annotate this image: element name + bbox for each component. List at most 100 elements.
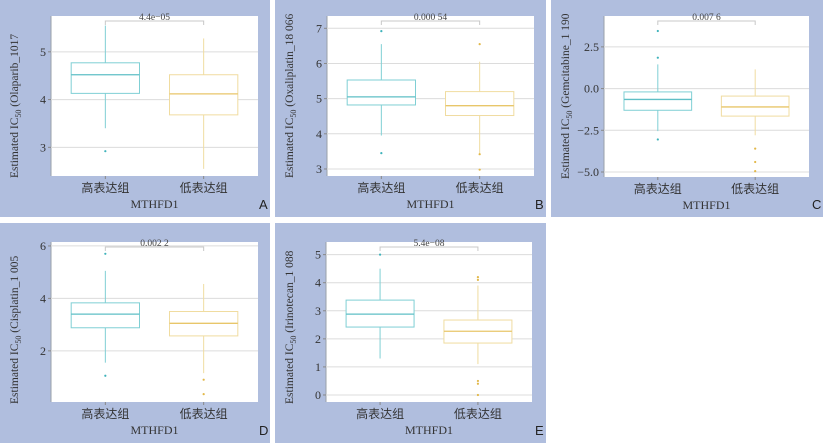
y-axis-title: Estimated IC50 (Gemcitabine_1 190 — [560, 13, 574, 179]
y-tick-label: 1 — [315, 360, 321, 374]
iqr-box — [346, 79, 416, 106]
y-axis-title-prefix: Estimated IC — [284, 117, 296, 178]
y-tick-label: 4 — [315, 276, 321, 290]
boxplot-chart-a: 3 4 5 高表达组 低表达组 4.4e−05 MTHFD1 Estimated IC50 (… — [9, 13, 268, 212]
panel-d: 2 4 6 高表达组 低表达组 0.002 2 MTHFD1 Estimated IC50 (… — [0, 223, 270, 443]
y-axis-title-subscript: 50 — [289, 110, 298, 118]
outlier-point — [476, 379, 480, 383]
y-tick-label: 3 — [315, 304, 321, 318]
outlier-point — [754, 170, 757, 173]
y-axis-title: Estimated IC50 (Oxaliplatin_18 066 — [284, 14, 298, 178]
iqr-box — [169, 74, 239, 116]
boxplot-chart-d: 2 4 6 高表达组 低表达组 0.002 2 MTHFD1 Estimated IC50 (… — [9, 239, 268, 438]
iqr-box — [445, 91, 515, 117]
significance-bracket — [380, 20, 481, 25]
y-tick-label: 0.0 — [584, 82, 599, 96]
y-axis-title-suffix: (Gemcitabine_1 190 — [560, 13, 572, 110]
y-tick-label: 3 — [316, 162, 322, 176]
outlier-point — [656, 29, 659, 33]
y-tick-label: 3 — [40, 140, 46, 154]
iqr-box — [720, 95, 790, 117]
y-tick-label: −5.0 — [577, 165, 599, 179]
y-tick-label: 5 — [316, 92, 322, 106]
box-high — [70, 25, 140, 153]
outlier-point — [754, 147, 757, 150]
x-tick-label: 高表达组 — [356, 406, 404, 421]
x-tick-label: 高表达组 — [357, 180, 405, 195]
panel-letter: D — [259, 423, 268, 438]
y-tick-label: 0 — [315, 388, 321, 402]
y-axis-title-prefix: Estimated IC — [9, 343, 21, 404]
y-axis-title-subscript: 50 — [289, 336, 298, 344]
panel-a: 3 4 5 高表达组 低表达组 4.4e−05 MTHFD1 Estimated IC50 (… — [0, 0, 270, 217]
outlier-point — [380, 30, 383, 33]
outlier-point — [476, 382, 480, 385]
x-axis-title: MTHFD1 — [405, 423, 453, 437]
outlier-point — [478, 168, 481, 171]
outlier-point — [380, 152, 383, 155]
significance-bracket — [104, 246, 205, 251]
y-axis-title-subscript: 50 — [14, 336, 23, 344]
panel-letter: A — [259, 197, 268, 212]
x-axis-title: MTHFD1 — [130, 423, 178, 437]
x-axis-title: MTHFD1 — [406, 197, 454, 211]
box-low — [445, 43, 515, 171]
y-tick-label: 4 — [40, 291, 46, 305]
y-axis-title: Estimated IC50 (Olaparib_1017 — [9, 34, 23, 178]
box-low — [169, 283, 239, 396]
outlier-point — [656, 138, 659, 141]
boxplot-chart-c: −5.0 −2.5 0.0 2.5 高表达组 低表达组 0.007 6 MTHFD1 Estim… — [560, 13, 821, 212]
y-tick-label: 2.5 — [584, 40, 599, 54]
outlier-point — [476, 278, 480, 281]
panel-letter: C — [812, 197, 821, 212]
panel-b: 3 4 5 6 7 高表达组 低表达组 0.000 54 MTHFD1 Estimated IC5… — [275, 0, 546, 217]
box-high — [345, 253, 415, 359]
x-tick-label: 低表达组 — [180, 181, 228, 195]
panel-letter: B — [535, 197, 544, 212]
outlier-point — [104, 150, 107, 153]
y-axis-title: Estimated IC50 (Irinotecan_1 088 — [284, 250, 298, 404]
p-value-label: 0.007 6 — [692, 13, 721, 23]
iqr-box — [623, 91, 693, 111]
significance-bracket — [104, 20, 205, 25]
iqr-box — [70, 62, 140, 94]
y-axis-title-suffix: (Oxaliplatin_18 066 — [284, 14, 296, 110]
iqr-box — [70, 302, 140, 329]
p-value-label: 0.000 54 — [414, 13, 448, 23]
x-tick-label: 低表达组 — [454, 407, 502, 421]
outlier-point — [378, 253, 382, 256]
y-tick-label: 7 — [316, 21, 322, 35]
y-axis-title: Estimated IC50 (Cisplatin_1 005 — [9, 256, 23, 404]
outlier-point — [476, 275, 480, 279]
boxplot-chart-e: 0 1 2 3 4 5 高表达组 低表达组 5.4e−08 MTHFD1 Estimated IC5… — [284, 239, 544, 438]
y-tick-label: 2 — [40, 344, 46, 358]
x-tick-label: 低表达组 — [180, 407, 228, 421]
outlier-point — [202, 393, 205, 396]
y-tick-label: 4 — [40, 93, 46, 107]
box-high — [346, 30, 416, 155]
p-value-label: 0.002 2 — [140, 239, 169, 249]
x-tick-label: 高表达组 — [81, 180, 129, 195]
x-tick-label: 高表达组 — [81, 406, 129, 421]
box-high — [623, 29, 693, 141]
panel-letter: E — [535, 423, 544, 438]
y-axis-title-subscript: 50 — [14, 110, 23, 118]
y-axis-title-suffix: (Cisplatin_1 005 — [9, 256, 21, 336]
y-tick-label: −2.5 — [577, 123, 599, 137]
y-tick-label: 4 — [316, 127, 322, 141]
y-axis-title-suffix: (Irinotecan_1 088 — [284, 250, 296, 335]
x-tick-label: 低表达组 — [731, 182, 779, 196]
y-tick-label: 5 — [315, 248, 321, 262]
outlier-point — [104, 252, 107, 255]
y-tick-label: 2 — [315, 332, 321, 346]
outlier-point — [656, 56, 659, 59]
outlier-point — [476, 393, 480, 397]
box-low — [169, 38, 239, 169]
significance-bracket — [657, 20, 756, 25]
outlier-point — [478, 43, 481, 46]
p-value-label: 4.4e−05 — [139, 13, 170, 23]
outlier-point — [754, 160, 757, 164]
box-low — [443, 275, 513, 397]
x-axis-title: MTHFD1 — [682, 198, 730, 212]
outlier-point — [104, 374, 107, 377]
